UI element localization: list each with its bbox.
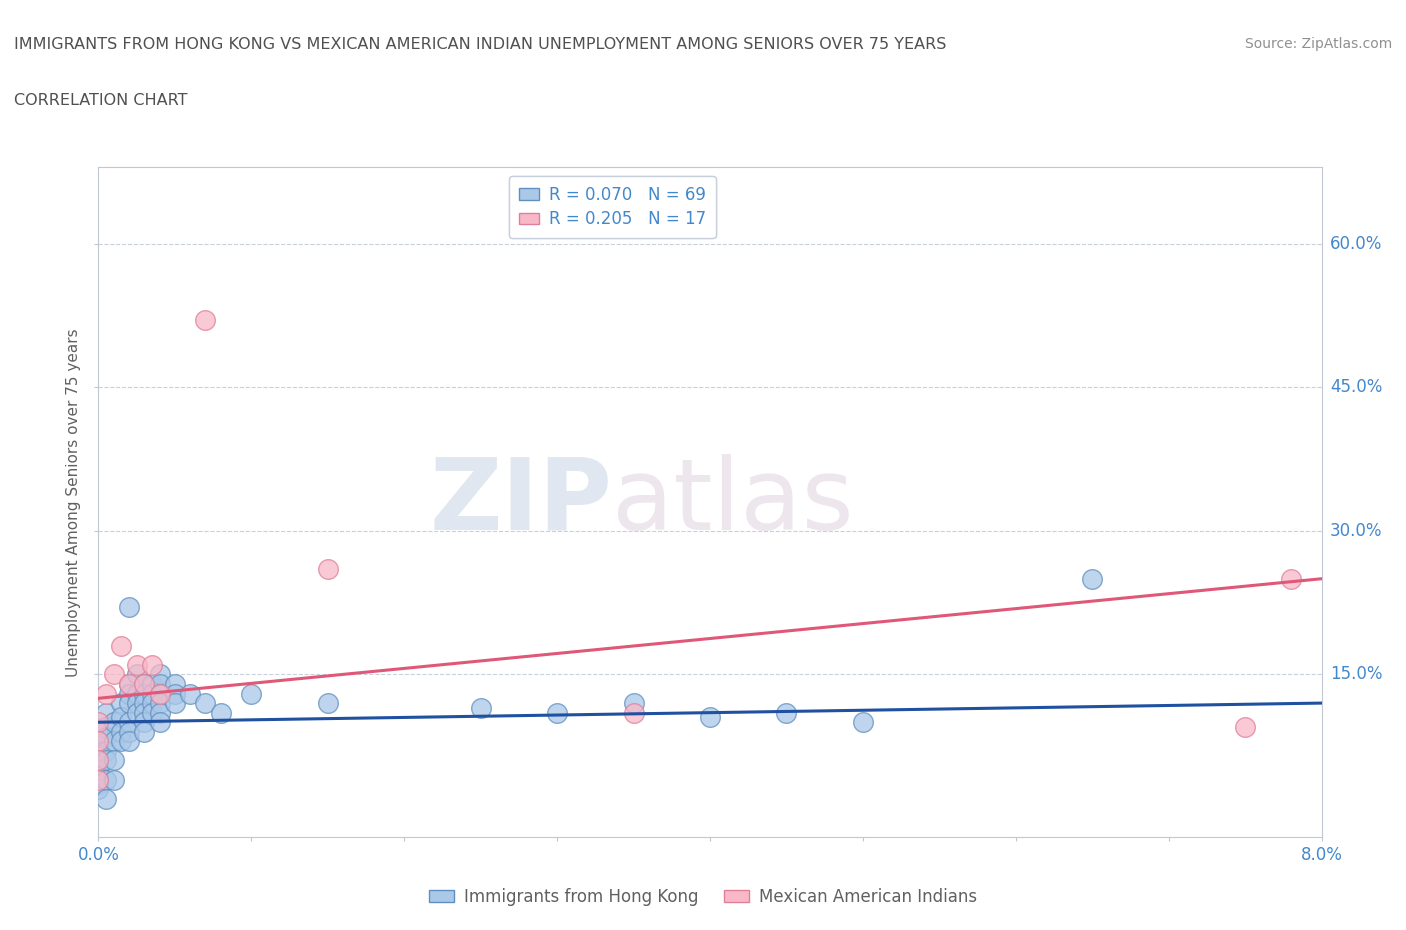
Point bbox=[87, 782, 110, 797]
Point bbox=[163, 686, 186, 701]
Point bbox=[163, 676, 186, 691]
Point bbox=[110, 734, 132, 749]
Point bbox=[87, 738, 110, 753]
Point bbox=[94, 743, 117, 758]
Point bbox=[149, 705, 172, 720]
Point bbox=[1279, 571, 1302, 586]
Point bbox=[87, 734, 110, 749]
Point bbox=[110, 724, 132, 739]
Point bbox=[94, 720, 117, 735]
Point bbox=[141, 696, 163, 711]
Point bbox=[125, 667, 148, 682]
Point bbox=[316, 562, 339, 577]
Point bbox=[209, 705, 232, 720]
Point bbox=[87, 767, 110, 782]
Point bbox=[316, 696, 339, 711]
Point bbox=[87, 772, 110, 787]
Point bbox=[118, 600, 141, 615]
Point bbox=[149, 667, 172, 682]
Point bbox=[87, 724, 110, 739]
Point bbox=[149, 686, 172, 701]
Point bbox=[149, 715, 172, 730]
Point bbox=[125, 705, 148, 720]
Point bbox=[94, 772, 117, 787]
Text: Source: ZipAtlas.com: Source: ZipAtlas.com bbox=[1244, 37, 1392, 51]
Point bbox=[94, 686, 117, 701]
Text: IMMIGRANTS FROM HONG KONG VS MEXICAN AMERICAN INDIAN UNEMPLOYMENT AMONG SENIORS : IMMIGRANTS FROM HONG KONG VS MEXICAN AME… bbox=[14, 37, 946, 52]
Point bbox=[87, 734, 110, 749]
Point bbox=[125, 658, 148, 672]
Point bbox=[110, 696, 132, 711]
Point bbox=[118, 696, 141, 711]
Point bbox=[134, 715, 156, 730]
Text: CORRELATION CHART: CORRELATION CHART bbox=[14, 93, 187, 108]
Text: 15.0%: 15.0% bbox=[1330, 665, 1382, 684]
Text: 30.0%: 30.0% bbox=[1330, 522, 1382, 540]
Point bbox=[118, 676, 141, 691]
Point bbox=[110, 638, 132, 653]
Point bbox=[1234, 720, 1257, 735]
Point bbox=[194, 313, 217, 328]
Point bbox=[134, 724, 156, 739]
Point bbox=[94, 729, 117, 744]
Point bbox=[149, 696, 172, 711]
Y-axis label: Unemployment Among Seniors over 75 years: Unemployment Among Seniors over 75 years bbox=[66, 328, 82, 676]
Point bbox=[87, 749, 110, 764]
Point bbox=[103, 715, 125, 730]
Point bbox=[87, 753, 110, 768]
Point bbox=[149, 686, 172, 701]
Point bbox=[134, 686, 156, 701]
Point bbox=[852, 715, 875, 730]
Point bbox=[87, 772, 110, 787]
Text: 60.0%: 60.0% bbox=[1330, 235, 1382, 253]
Point bbox=[623, 696, 645, 711]
Point bbox=[470, 700, 492, 715]
Point bbox=[194, 696, 217, 711]
Point bbox=[134, 676, 156, 691]
Point bbox=[118, 734, 141, 749]
Point bbox=[103, 734, 125, 749]
Point bbox=[623, 705, 645, 720]
Point bbox=[179, 686, 201, 701]
Point bbox=[149, 676, 172, 691]
Point bbox=[118, 724, 141, 739]
Legend: Immigrants from Hong Kong, Mexican American Indians: Immigrants from Hong Kong, Mexican Ameri… bbox=[423, 881, 983, 912]
Point bbox=[103, 753, 125, 768]
Point bbox=[141, 658, 163, 672]
Point bbox=[94, 753, 117, 768]
Point bbox=[87, 777, 110, 791]
Point bbox=[240, 686, 263, 701]
Point bbox=[141, 676, 163, 691]
Point bbox=[141, 686, 163, 701]
Point bbox=[94, 791, 117, 806]
Text: ZIP: ZIP bbox=[429, 454, 612, 551]
Point bbox=[141, 705, 163, 720]
Point bbox=[125, 686, 148, 701]
Point bbox=[699, 710, 721, 724]
Text: 45.0%: 45.0% bbox=[1330, 379, 1382, 396]
Point bbox=[1081, 571, 1104, 586]
Point bbox=[125, 696, 148, 711]
Point bbox=[87, 758, 110, 773]
Point bbox=[163, 696, 186, 711]
Point bbox=[134, 676, 156, 691]
Point bbox=[87, 753, 110, 768]
Point bbox=[110, 710, 132, 724]
Point bbox=[118, 715, 141, 730]
Point bbox=[87, 763, 110, 777]
Legend: R = 0.070   N = 69, R = 0.205   N = 17: R = 0.070 N = 69, R = 0.205 N = 17 bbox=[509, 176, 716, 238]
Point bbox=[103, 772, 125, 787]
Point bbox=[118, 686, 141, 701]
Point bbox=[103, 667, 125, 682]
Text: atlas: atlas bbox=[612, 454, 853, 551]
Point bbox=[87, 743, 110, 758]
Point bbox=[134, 705, 156, 720]
Point bbox=[546, 705, 568, 720]
Point bbox=[87, 715, 110, 730]
Point bbox=[94, 705, 117, 720]
Point bbox=[775, 705, 797, 720]
Point bbox=[118, 676, 141, 691]
Point bbox=[134, 696, 156, 711]
